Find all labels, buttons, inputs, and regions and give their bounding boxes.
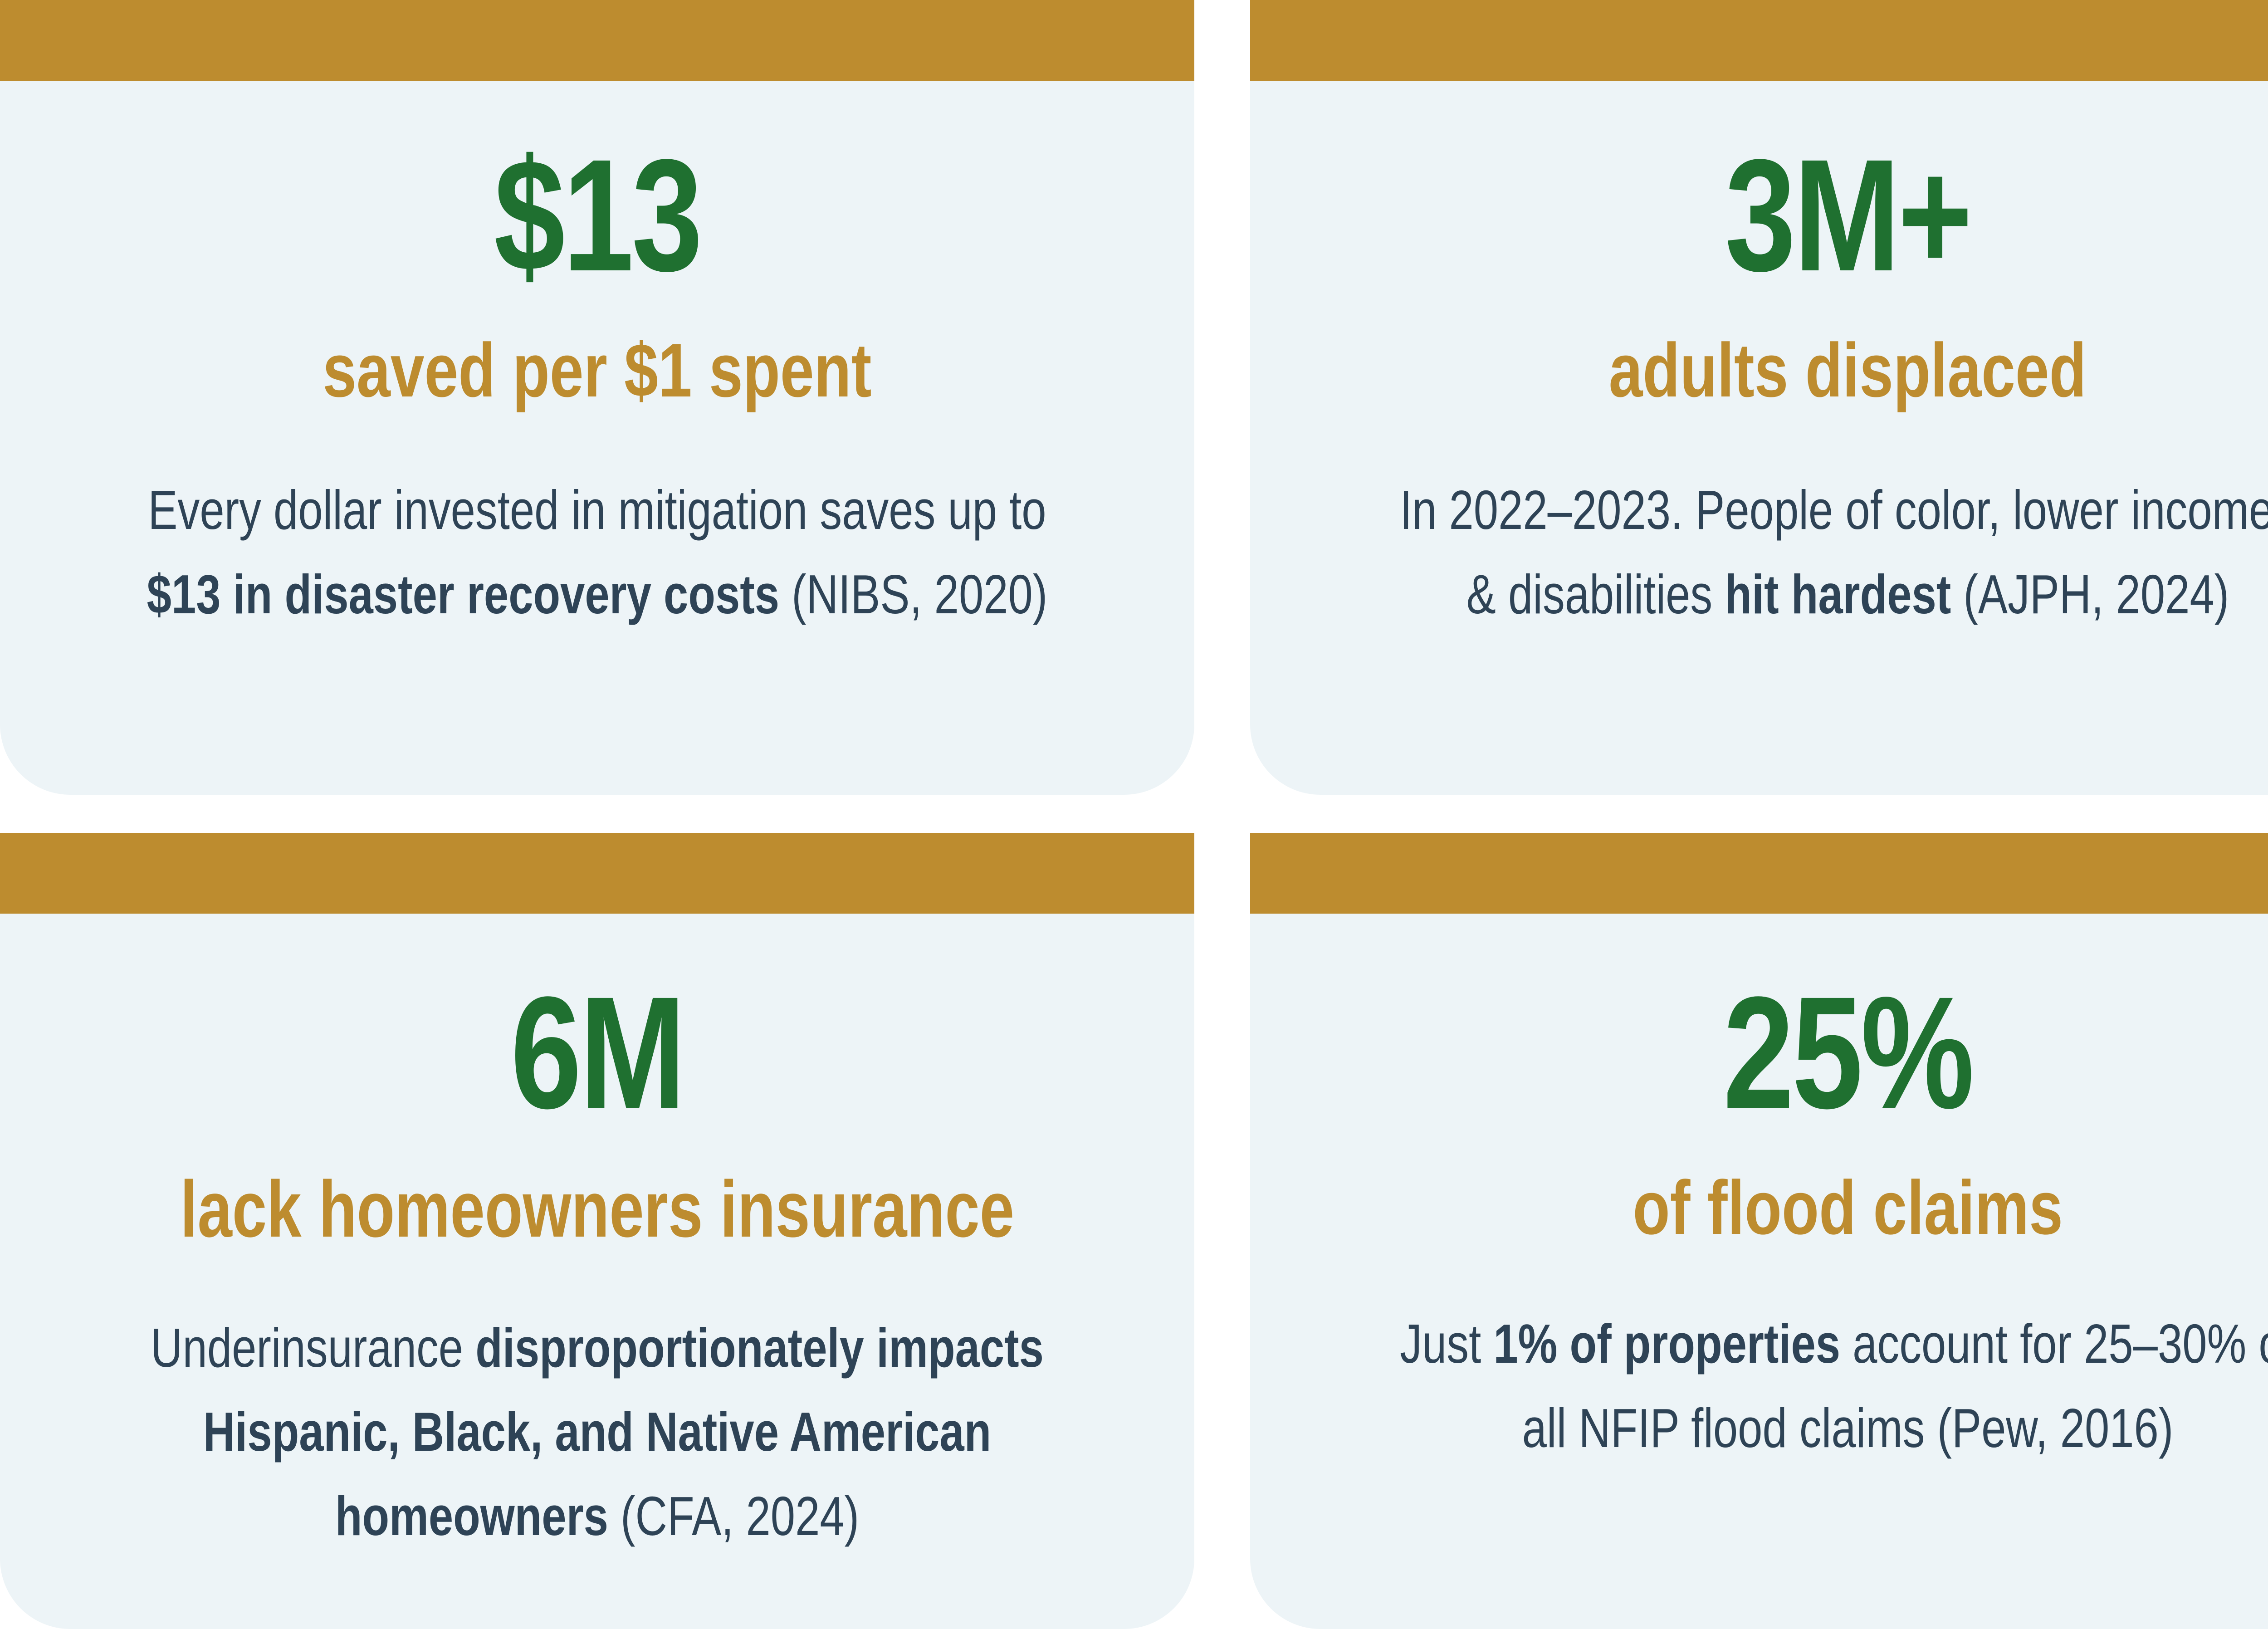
stat-description: Underinsurance disproportionately impact…	[151, 1316, 1044, 1547]
stat-label: lack homeowners insurance	[180, 1165, 1014, 1254]
card-body: 25% of flood claims Just 1% of propertie…	[1250, 914, 2268, 1629]
card-body: 6M lack homeowners insurance Underinsura…	[0, 914, 1194, 1629]
stat-number: 3M+	[1725, 126, 1973, 304]
stat-description: Every dollar invested in mitigation save…	[147, 479, 1048, 625]
card-accent-bar	[1250, 833, 2268, 914]
card-body: 3M+ adults displaced In 2022–2023. Peopl…	[1250, 81, 2268, 795]
card-accent-bar	[0, 0, 1194, 81]
stat-card-savings: $13 saved per $1 spent Every dollar inve…	[0, 0, 1194, 795]
stat-card-insurance: 6M lack homeowners insurance Underinsura…	[0, 833, 1194, 1629]
stat-label: saved per $1 spent	[323, 328, 872, 413]
stat-card-flood-claims: 25% of flood claims Just 1% of propertie…	[1250, 833, 2268, 1629]
stat-label: of flood claims	[1633, 1165, 2063, 1250]
card-body: $13 saved per $1 spent Every dollar inve…	[0, 81, 1194, 795]
stat-number: $13	[494, 126, 703, 304]
stat-number: 6M	[510, 963, 686, 1142]
stat-description: Just 1% of properties account for 25–30%…	[1400, 1313, 2268, 1459]
stat-number: 25%	[1723, 963, 1975, 1142]
card-accent-bar	[1250, 0, 2268, 81]
stat-label: adults displaced	[1608, 328, 2087, 413]
stat-card-displacement: 3M+ adults displaced In 2022–2023. Peopl…	[1250, 0, 2268, 795]
stat-description: In 2022–2023. People of color, lower inc…	[1400, 479, 2268, 625]
card-accent-bar	[0, 833, 1194, 914]
